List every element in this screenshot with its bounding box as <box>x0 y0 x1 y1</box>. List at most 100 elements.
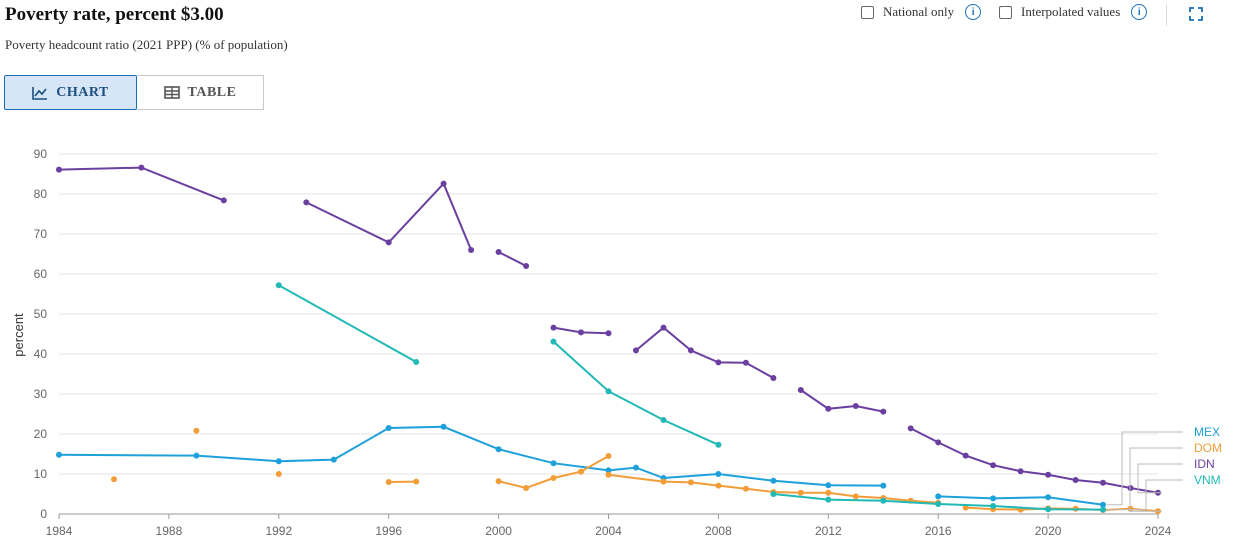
data-point[interactable] <box>935 439 942 446</box>
data-point[interactable] <box>605 388 612 395</box>
data-point[interactable] <box>633 464 639 471</box>
data-point[interactable] <box>111 476 117 483</box>
data-point[interactable] <box>935 501 942 507</box>
data-point[interactable] <box>578 468 584 475</box>
data-point[interactable] <box>605 471 612 478</box>
data-point[interactable] <box>880 482 887 489</box>
legend-label[interactable]: MEX <box>1194 425 1220 439</box>
data-point[interactable] <box>1045 494 1052 501</box>
y-tick-label: 60 <box>34 267 48 281</box>
data-point[interactable] <box>550 338 557 345</box>
data-point[interactable] <box>797 387 804 393</box>
data-point[interactable] <box>1072 477 1079 483</box>
data-point[interactable] <box>880 497 887 504</box>
data-point[interactable] <box>660 417 667 423</box>
data-point[interactable] <box>303 199 310 206</box>
data-point[interactable] <box>990 495 997 502</box>
data-point[interactable] <box>962 452 969 459</box>
data-point[interactable] <box>633 347 639 354</box>
data-point[interactable] <box>1100 506 1106 513</box>
data-point[interactable] <box>770 477 777 484</box>
data-point[interactable] <box>275 458 282 465</box>
data-point[interactable] <box>385 479 392 485</box>
data-point[interactable] <box>742 359 749 366</box>
y-tick-label: 0 <box>40 507 47 521</box>
data-point[interactable] <box>990 462 997 469</box>
data-point[interactable] <box>1045 471 1052 478</box>
data-point[interactable] <box>605 453 612 459</box>
fullscreen-icon[interactable] <box>1189 7 1203 21</box>
data-point[interactable] <box>275 282 282 289</box>
info-icon[interactable]: i <box>965 4 982 20</box>
interpolated-values-checkbox[interactable] <box>999 5 1012 19</box>
legend-label[interactable]: IDN <box>1194 457 1215 471</box>
data-point[interactable] <box>1100 479 1106 486</box>
data-point[interactable] <box>715 441 722 448</box>
interpolated-values-option[interactable]: Interpolated values i <box>999 4 1148 20</box>
data-point[interactable] <box>193 427 200 434</box>
national-only-checkbox[interactable] <box>861 5 874 19</box>
data-point[interactable] <box>578 329 584 336</box>
data-point[interactable] <box>715 359 722 366</box>
data-point[interactable] <box>550 324 557 331</box>
data-point[interactable] <box>715 471 722 477</box>
data-point[interactable] <box>413 478 420 485</box>
data-point[interactable] <box>550 475 557 481</box>
national-only-option[interactable]: National only i <box>861 4 982 20</box>
data-point[interactable] <box>742 485 749 492</box>
series-line <box>552 340 719 446</box>
data-point[interactable] <box>660 478 667 485</box>
data-point[interactable] <box>495 249 502 255</box>
data-point[interactable] <box>1017 468 1024 475</box>
data-point[interactable] <box>962 504 969 511</box>
data-point[interactable] <box>385 239 392 246</box>
data-point[interactable] <box>825 489 832 496</box>
data-point[interactable] <box>1100 501 1106 508</box>
data-point[interactable] <box>495 446 502 453</box>
data-point[interactable] <box>852 403 859 409</box>
data-point[interactable] <box>770 491 777 497</box>
data-point[interactable] <box>330 456 337 463</box>
data-point[interactable] <box>138 164 145 171</box>
data-point[interactable] <box>990 503 997 509</box>
data-point[interactable] <box>797 489 804 496</box>
info-icon[interactable]: i <box>1131 4 1148 20</box>
tab-table[interactable]: TABLE <box>137 75 264 110</box>
data-point[interactable] <box>605 330 612 337</box>
data-point[interactable] <box>825 405 832 412</box>
data-point[interactable] <box>687 479 694 486</box>
tab-chart[interactable]: CHART <box>4 75 137 110</box>
data-point[interactable] <box>495 478 502 485</box>
data-point[interactable] <box>523 263 530 269</box>
data-point[interactable] <box>385 425 392 431</box>
data-point[interactable] <box>523 485 530 491</box>
data-point[interactable] <box>275 471 282 477</box>
data-point[interactable] <box>715 482 722 489</box>
data-point[interactable] <box>687 347 694 354</box>
series-dom <box>111 427 1161 515</box>
legend-label[interactable]: DOM <box>1194 441 1222 455</box>
legend-label[interactable]: VNM <box>1194 473 1221 487</box>
data-point[interactable] <box>220 197 227 204</box>
y-tick-label: 20 <box>34 427 48 441</box>
data-point[interactable] <box>605 467 612 474</box>
data-point[interactable] <box>550 460 557 467</box>
series-line <box>58 166 225 202</box>
data-point[interactable] <box>1045 506 1052 513</box>
data-point[interactable] <box>413 359 420 365</box>
data-point[interactable] <box>56 451 62 458</box>
data-point[interactable] <box>852 493 859 500</box>
data-point[interactable] <box>468 247 475 253</box>
data-point[interactable] <box>825 496 832 503</box>
data-point[interactable] <box>660 324 667 331</box>
data-point[interactable] <box>193 452 200 459</box>
data-point[interactable] <box>440 180 447 187</box>
x-tick-label: 2004 <box>595 524 622 538</box>
data-point[interactable] <box>56 166 62 173</box>
data-point[interactable] <box>440 423 447 430</box>
data-point[interactable] <box>907 425 914 432</box>
data-point[interactable] <box>935 493 942 500</box>
data-point[interactable] <box>770 375 777 381</box>
data-point[interactable] <box>825 482 832 489</box>
data-point[interactable] <box>880 408 887 415</box>
